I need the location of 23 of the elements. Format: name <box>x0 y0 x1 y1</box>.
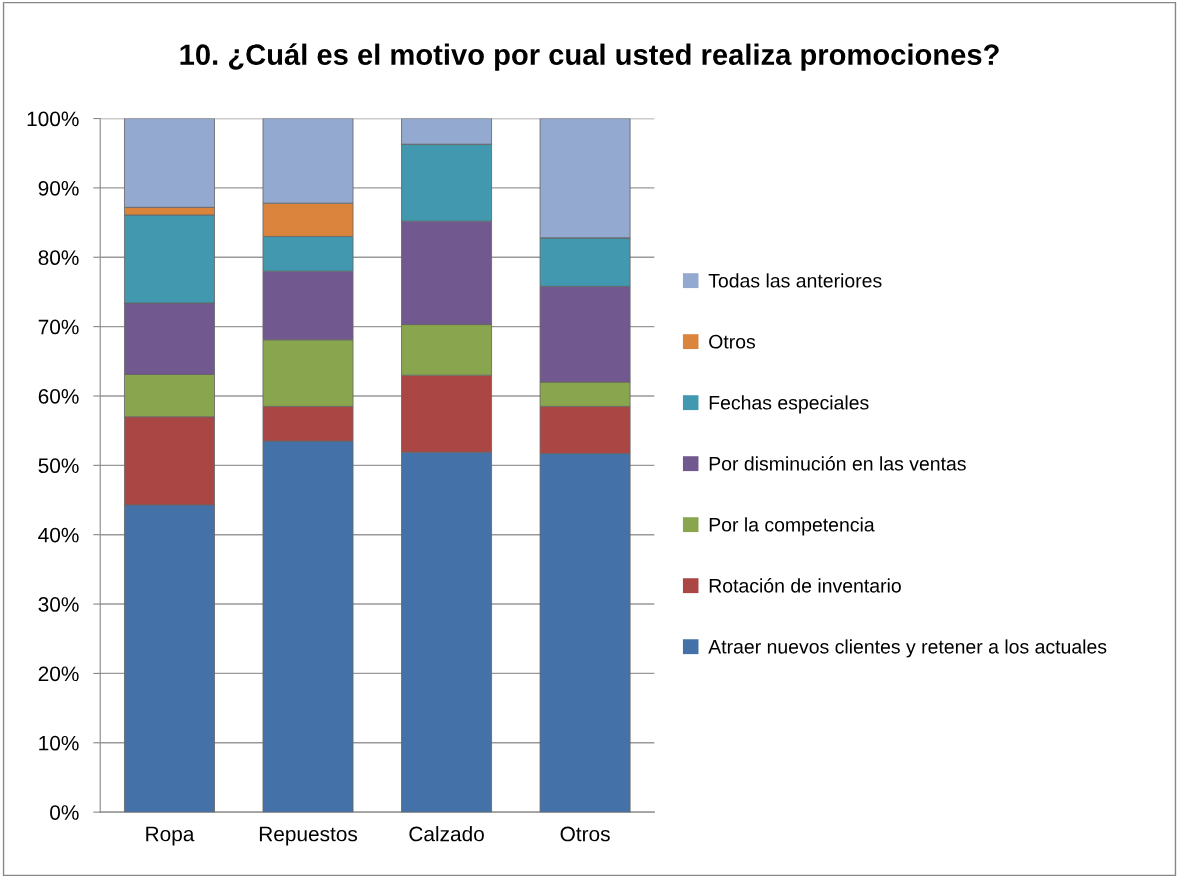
y-tick-label: 10% <box>39 735 79 751</box>
y-tick-label: 0% <box>50 805 79 820</box>
y-tick-label: 80% <box>38 250 79 266</box>
y-tick-label: 90% <box>38 180 79 196</box>
y-tick-label: 50% <box>38 458 79 474</box>
y-tick-label: 70% <box>38 319 79 335</box>
legend-label: Rotación de inventario <box>709 578 901 593</box>
legend-label: Atraer nuevos clientes y retener a los actuales <box>708 639 1107 658</box>
x-tick-label: Otros <box>560 826 610 842</box>
y-tick-label: 100% <box>27 111 79 127</box>
legend-label: Todas las anteriores <box>708 273 882 288</box>
legend-label: Otros <box>709 334 756 349</box>
legend-label: Por la competencia <box>709 517 875 536</box>
x-tick-label: Ropa <box>146 826 195 846</box>
y-tick-label: 40% <box>38 527 79 543</box>
y-tick-label: 20% <box>38 666 79 682</box>
x-tick-label: Calzado <box>409 826 484 842</box>
legend-label: Por disminución en las ventas <box>709 456 966 471</box>
x-tick-label: Repuestos <box>259 826 358 846</box>
y-tick-label: 30% <box>38 597 79 612</box>
y-tick-label: 60% <box>38 388 79 404</box>
chart-title: 10. ¿Cuál es el motivo por cual usted realiza promociones? <box>180 43 999 71</box>
legend-label: Fechas especiales <box>709 395 869 414</box>
